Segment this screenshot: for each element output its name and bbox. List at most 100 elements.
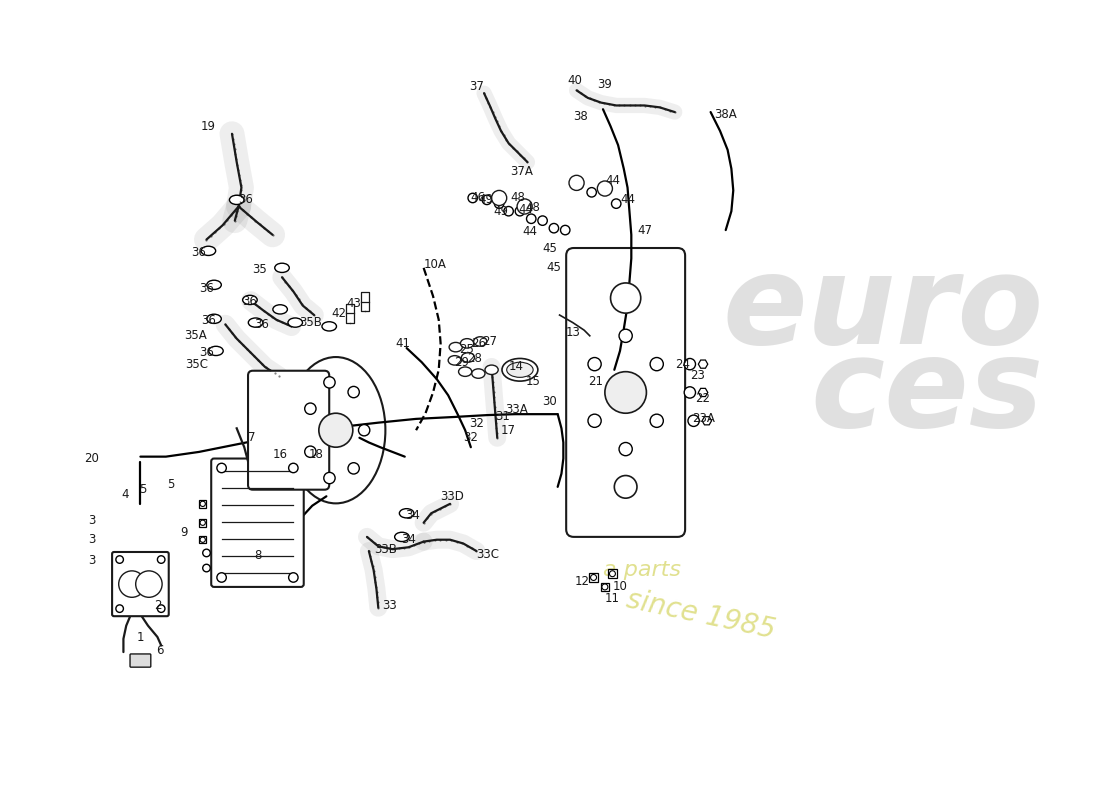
Point	[364, 560, 382, 573]
Point	[480, 96, 497, 109]
Point	[581, 92, 598, 105]
Point	[238, 342, 255, 355]
Point	[487, 422, 505, 434]
Ellipse shape	[249, 318, 263, 327]
Text: 12: 12	[575, 574, 590, 588]
Text: 33D: 33D	[441, 490, 464, 502]
Point	[484, 381, 502, 394]
Point	[657, 102, 674, 115]
Point	[483, 361, 500, 374]
Text: 48: 48	[510, 191, 526, 205]
Point	[486, 401, 504, 414]
Point	[260, 307, 277, 320]
Point	[488, 426, 506, 439]
Point	[266, 367, 284, 380]
Point	[495, 129, 513, 142]
FancyBboxPatch shape	[199, 500, 207, 508]
FancyBboxPatch shape	[608, 570, 617, 578]
Text: 49: 49	[494, 205, 508, 218]
Circle shape	[116, 605, 123, 613]
Point	[519, 156, 537, 169]
Circle shape	[504, 206, 514, 216]
Point	[363, 554, 381, 567]
Ellipse shape	[448, 356, 461, 365]
Point	[631, 99, 649, 112]
Point	[441, 498, 459, 510]
Point	[458, 539, 475, 552]
Ellipse shape	[507, 362, 534, 378]
Text: 21: 21	[587, 374, 603, 388]
Text: ces: ces	[811, 332, 1044, 453]
Point	[482, 101, 499, 114]
Circle shape	[605, 372, 647, 414]
Point	[229, 158, 246, 171]
Point	[400, 541, 418, 554]
Text: 19: 19	[201, 120, 216, 133]
Point	[515, 152, 532, 165]
Point	[601, 98, 618, 110]
Text: 28: 28	[468, 352, 482, 365]
Text: 9: 9	[180, 526, 188, 538]
Text: 42: 42	[331, 306, 346, 320]
Text: 8: 8	[254, 550, 261, 562]
Ellipse shape	[243, 295, 257, 305]
Point	[228, 153, 245, 166]
Point	[500, 138, 518, 150]
Point	[226, 214, 243, 227]
Point	[361, 550, 378, 562]
Point	[293, 298, 310, 310]
Point	[273, 271, 290, 284]
Point	[418, 512, 436, 525]
Point	[227, 330, 244, 343]
Circle shape	[597, 181, 613, 196]
Text: 23: 23	[690, 369, 705, 382]
Polygon shape	[698, 360, 707, 368]
Ellipse shape	[273, 305, 287, 314]
Circle shape	[200, 520, 206, 526]
Point	[508, 145, 526, 158]
FancyBboxPatch shape	[130, 654, 151, 667]
Circle shape	[549, 223, 559, 233]
Point	[497, 134, 515, 146]
Point	[426, 534, 443, 546]
Circle shape	[202, 549, 210, 557]
Text: 35C: 35C	[186, 358, 208, 370]
Ellipse shape	[207, 280, 221, 290]
Text: 44: 44	[518, 203, 534, 216]
Text: 48: 48	[526, 201, 540, 214]
Point	[368, 591, 386, 604]
Ellipse shape	[485, 365, 498, 374]
Point	[229, 163, 246, 176]
Text: 33B: 33B	[374, 542, 397, 556]
Point	[290, 293, 308, 306]
Point	[427, 505, 444, 518]
Point	[448, 535, 465, 548]
Text: 38A: 38A	[714, 108, 737, 122]
Text: 37: 37	[470, 80, 484, 93]
Point	[390, 542, 408, 554]
Point	[230, 200, 248, 213]
Circle shape	[591, 574, 596, 581]
Ellipse shape	[472, 369, 485, 378]
Point	[230, 334, 248, 347]
Point	[362, 534, 380, 546]
Point	[463, 542, 481, 554]
Point	[468, 545, 485, 558]
Point	[366, 537, 384, 550]
Text: 36: 36	[199, 346, 214, 359]
Circle shape	[527, 214, 536, 223]
Point	[370, 602, 387, 614]
Circle shape	[319, 414, 353, 447]
Text: 36: 36	[191, 246, 207, 259]
Circle shape	[482, 195, 492, 205]
Point	[585, 94, 603, 106]
Circle shape	[348, 386, 360, 398]
Circle shape	[494, 199, 504, 208]
Ellipse shape	[449, 342, 462, 352]
Text: 34: 34	[405, 509, 419, 522]
Text: 29: 29	[454, 356, 469, 369]
Point	[385, 542, 403, 555]
FancyBboxPatch shape	[590, 574, 597, 582]
Circle shape	[217, 463, 227, 473]
Point	[415, 516, 432, 529]
